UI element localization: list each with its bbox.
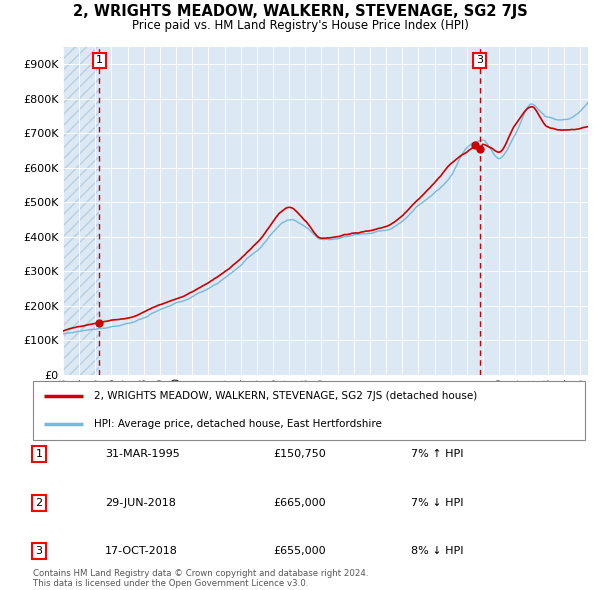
Text: 1: 1 [96,55,103,65]
Text: 31-MAR-1995: 31-MAR-1995 [105,450,180,459]
Text: £665,000: £665,000 [273,498,326,507]
Text: HPI: Average price, detached house, East Hertfordshire: HPI: Average price, detached house, East… [94,419,382,428]
Text: Price paid vs. HM Land Registry's House Price Index (HPI): Price paid vs. HM Land Registry's House … [131,19,469,32]
Text: 29-JUN-2018: 29-JUN-2018 [105,498,176,507]
Text: 17-OCT-2018: 17-OCT-2018 [105,546,178,556]
Text: £150,750: £150,750 [273,450,326,459]
Text: £655,000: £655,000 [273,546,326,556]
Text: 3: 3 [35,546,43,556]
Text: 3: 3 [476,55,483,65]
Text: 2, WRIGHTS MEADOW, WALKERN, STEVENAGE, SG2 7JS: 2, WRIGHTS MEADOW, WALKERN, STEVENAGE, S… [73,4,527,19]
Text: 1: 1 [35,450,43,459]
Text: 8% ↓ HPI: 8% ↓ HPI [411,546,464,556]
FancyBboxPatch shape [33,381,585,440]
Bar [63,47,100,375]
Text: 7% ↓ HPI: 7% ↓ HPI [411,498,464,507]
Bar [63,47,100,375]
Text: 7% ↑ HPI: 7% ↑ HPI [411,450,464,459]
Text: 2, WRIGHTS MEADOW, WALKERN, STEVENAGE, SG2 7JS (detached house): 2, WRIGHTS MEADOW, WALKERN, STEVENAGE, S… [94,392,477,401]
Text: 2: 2 [35,498,43,507]
Text: Contains HM Land Registry data © Crown copyright and database right 2024.
This d: Contains HM Land Registry data © Crown c… [33,569,368,588]
